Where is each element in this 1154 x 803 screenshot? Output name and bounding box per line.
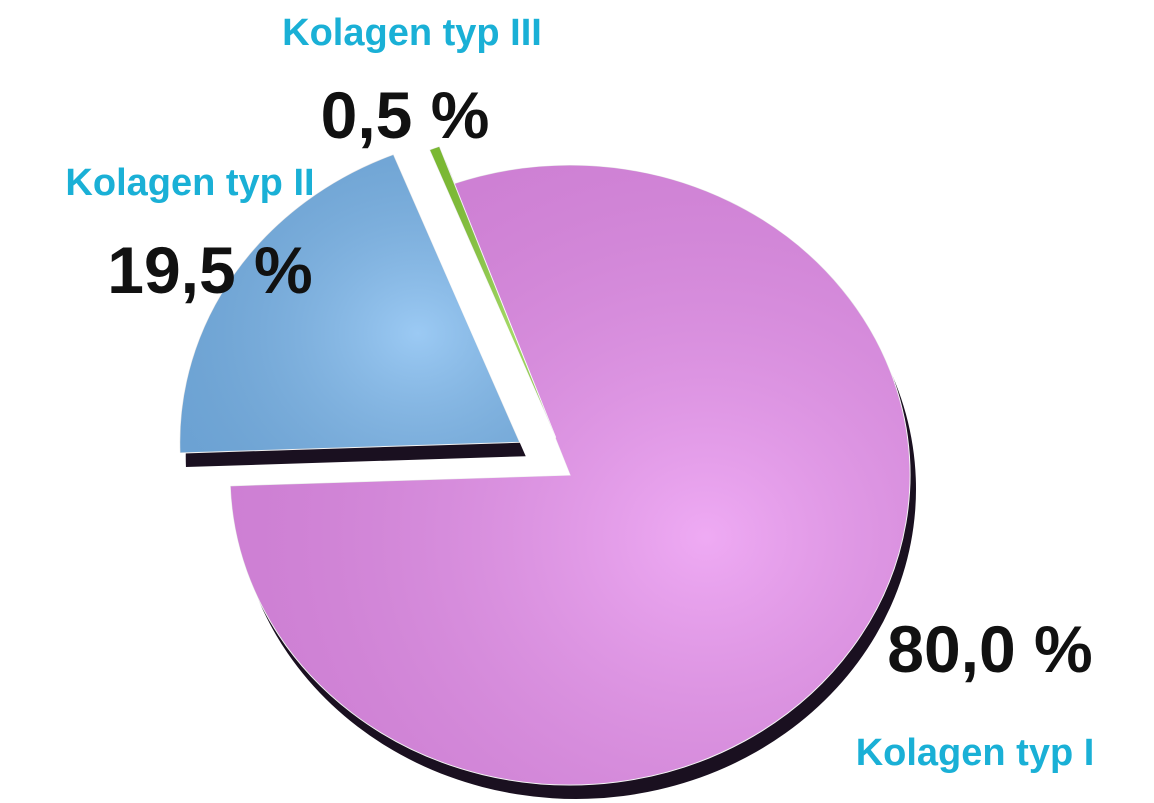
value-label: 0,5 %	[321, 78, 490, 152]
category-label: Kolagen typ I	[856, 732, 1095, 774]
category-label: Kolagen typ III	[282, 12, 542, 54]
slice-shade	[230, 165, 911, 785]
slice-shade	[179, 154, 520, 454]
value-label: 19,5 %	[107, 233, 312, 307]
value-label: 80,0 %	[887, 612, 1092, 686]
category-label: Kolagen typ II	[65, 162, 314, 204]
slice-shade	[429, 146, 556, 438]
